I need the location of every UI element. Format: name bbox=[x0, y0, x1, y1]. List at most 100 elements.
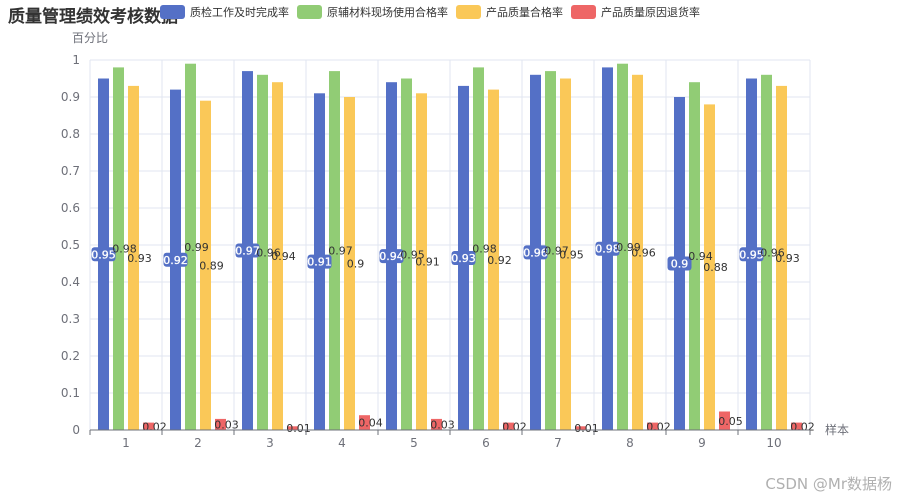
data-label-s3-c6: 0.01 bbox=[574, 422, 599, 435]
x-tick-label-3: 4 bbox=[338, 436, 346, 450]
bar-s1-c1 bbox=[185, 63, 196, 430]
data-label-s2-c6: 0.95 bbox=[559, 248, 584, 261]
data-label-s0-c5: 0.93 bbox=[451, 252, 476, 265]
data-label-s2-c4: 0.91 bbox=[415, 256, 440, 269]
data-label-bg-s0-c3 bbox=[307, 254, 332, 269]
data-label-s1-c5: 0.98 bbox=[472, 243, 497, 256]
y-tick-label-10: 1 bbox=[72, 53, 80, 67]
data-label-s3-c2: 0.01 bbox=[286, 422, 311, 435]
data-label-s3-c8: 0.05 bbox=[718, 415, 743, 428]
data-label-s0-c7: 0.98 bbox=[595, 243, 620, 256]
legend-item-s1[interactable]: 原辅材料现场使用合格率 bbox=[297, 4, 448, 20]
bar-s2-c4 bbox=[416, 93, 427, 431]
bar-s2-c8 bbox=[704, 104, 715, 431]
bar-s1-c5 bbox=[473, 67, 484, 431]
x-tick-label-1: 2 bbox=[194, 436, 202, 450]
data-label-bg-s0-c0 bbox=[91, 247, 116, 262]
bar-s3-c4 bbox=[431, 418, 442, 430]
bar-s3-c2 bbox=[287, 426, 298, 430]
data-label-bg-s0-c4 bbox=[379, 249, 404, 264]
y-tick-label-7: 0.7 bbox=[61, 164, 80, 178]
data-label-s1-c7: 0.99 bbox=[616, 241, 641, 254]
y-axis-label: 百分比 bbox=[72, 31, 108, 45]
legend-swatch-s2 bbox=[456, 5, 481, 19]
data-label-s2-c5: 0.92 bbox=[487, 254, 512, 267]
data-label-s2-c1: 0.89 bbox=[199, 259, 224, 272]
data-label-bg-s0-c9 bbox=[739, 247, 764, 262]
data-label-s1-c1: 0.99 bbox=[184, 241, 209, 254]
data-label-s1-c3: 0.97 bbox=[328, 245, 353, 258]
data-label-bg-s0-c8 bbox=[667, 256, 692, 271]
data-label-s2-c3: 0.9 bbox=[347, 258, 365, 271]
data-label-bg-s0-c5 bbox=[451, 250, 476, 265]
data-label-s3-c0: 0.02 bbox=[142, 420, 167, 433]
y-tick-label-2: 0.2 bbox=[61, 349, 80, 363]
data-label-s1-c9: 0.96 bbox=[760, 246, 785, 259]
legend-swatch-s3 bbox=[571, 5, 596, 19]
data-label-s0-c9: 0.95 bbox=[739, 248, 764, 261]
bar-s3-c6 bbox=[575, 426, 586, 430]
bar-s1-c9 bbox=[761, 74, 772, 431]
legend-swatch-s1 bbox=[297, 5, 322, 19]
data-label-s1-c0: 0.98 bbox=[112, 243, 137, 256]
data-label-s2-c8: 0.88 bbox=[703, 261, 728, 274]
watermark: CSDN @Mr数据杨 bbox=[765, 475, 892, 493]
bar-s1-c2 bbox=[257, 74, 268, 431]
bar-s1-c0 bbox=[113, 67, 124, 431]
bar-s3-c8 bbox=[719, 411, 730, 430]
bar-s3-c1 bbox=[215, 418, 226, 430]
bar-s2-c1 bbox=[200, 100, 211, 430]
bar-s3-c5 bbox=[503, 422, 514, 430]
bar-s3-c0 bbox=[143, 422, 154, 430]
x-tick-label-8: 9 bbox=[698, 436, 706, 450]
bar-s3-c3 bbox=[359, 415, 370, 430]
x-tick-label-7: 8 bbox=[626, 436, 634, 450]
data-label-s0-c8: 0.9 bbox=[671, 258, 689, 271]
bar-s2-c3 bbox=[344, 97, 355, 430]
y-tick-label-0: 0 bbox=[72, 423, 80, 437]
data-label-s2-c2: 0.94 bbox=[271, 250, 296, 263]
bar-s1-c6 bbox=[545, 71, 556, 430]
data-label-s3-c5: 0.02 bbox=[502, 420, 527, 433]
data-label-s3-c7: 0.02 bbox=[646, 420, 671, 433]
bar-s2-c9 bbox=[776, 85, 787, 431]
x-tick-label-0: 1 bbox=[122, 436, 130, 450]
data-label-bg-s0-c2 bbox=[235, 243, 260, 258]
data-label-s2-c9: 0.93 bbox=[775, 252, 800, 265]
x-tick-label-4: 5 bbox=[410, 436, 418, 450]
data-label-bg-s0-c6 bbox=[523, 245, 548, 260]
data-label-s0-c1: 0.92 bbox=[163, 254, 188, 267]
bar-s2-c6 bbox=[560, 78, 571, 430]
legend-item-s3[interactable]: 产品质量原因退货率 bbox=[571, 4, 700, 20]
y-tick-label-6: 0.6 bbox=[61, 201, 80, 215]
bar-s2-c2 bbox=[272, 82, 283, 430]
chart-title: 质量管理绩效考核数据 bbox=[8, 7, 178, 27]
legend-item-s0[interactable]: 质检工作及时完成率 bbox=[160, 4, 289, 20]
data-label-s3-c3: 0.04 bbox=[358, 417, 383, 430]
legend-label-s3: 产品质量原因退货率 bbox=[601, 6, 700, 19]
bar-s3-c7 bbox=[647, 422, 658, 430]
x-tick-label-5: 6 bbox=[482, 436, 490, 450]
legend-label-s2: 产品质量合格率 bbox=[486, 6, 563, 19]
data-label-s1-c6: 0.97 bbox=[544, 245, 569, 258]
data-label-s3-c4: 0.03 bbox=[430, 418, 455, 431]
x-tick-label-9: 10 bbox=[766, 436, 781, 450]
data-label-s1-c4: 0.95 bbox=[400, 248, 425, 261]
data-label-s0-c2: 0.97 bbox=[235, 245, 260, 258]
bar-s3-c9 bbox=[791, 422, 802, 430]
bar-s1-c4 bbox=[401, 78, 412, 430]
data-label-s1-c2: 0.96 bbox=[256, 246, 281, 259]
data-label-s3-c1: 0.03 bbox=[214, 418, 239, 431]
bar-s2-c7 bbox=[632, 74, 643, 431]
legend-swatch-s0 bbox=[160, 5, 185, 19]
x-axis-label: 样本 bbox=[825, 422, 849, 437]
x-tick-label-6: 7 bbox=[554, 436, 562, 450]
bar-s1-c8 bbox=[689, 82, 700, 430]
legend-item-s2[interactable]: 产品质量合格率 bbox=[456, 4, 563, 20]
x-tick-label-2: 3 bbox=[266, 436, 274, 450]
y-tick-label-4: 0.4 bbox=[61, 275, 80, 289]
data-label-bg-s0-c7 bbox=[595, 241, 620, 256]
legend-label-s0: 质检工作及时完成率 bbox=[190, 6, 289, 19]
bar-s2-c0 bbox=[128, 85, 139, 431]
